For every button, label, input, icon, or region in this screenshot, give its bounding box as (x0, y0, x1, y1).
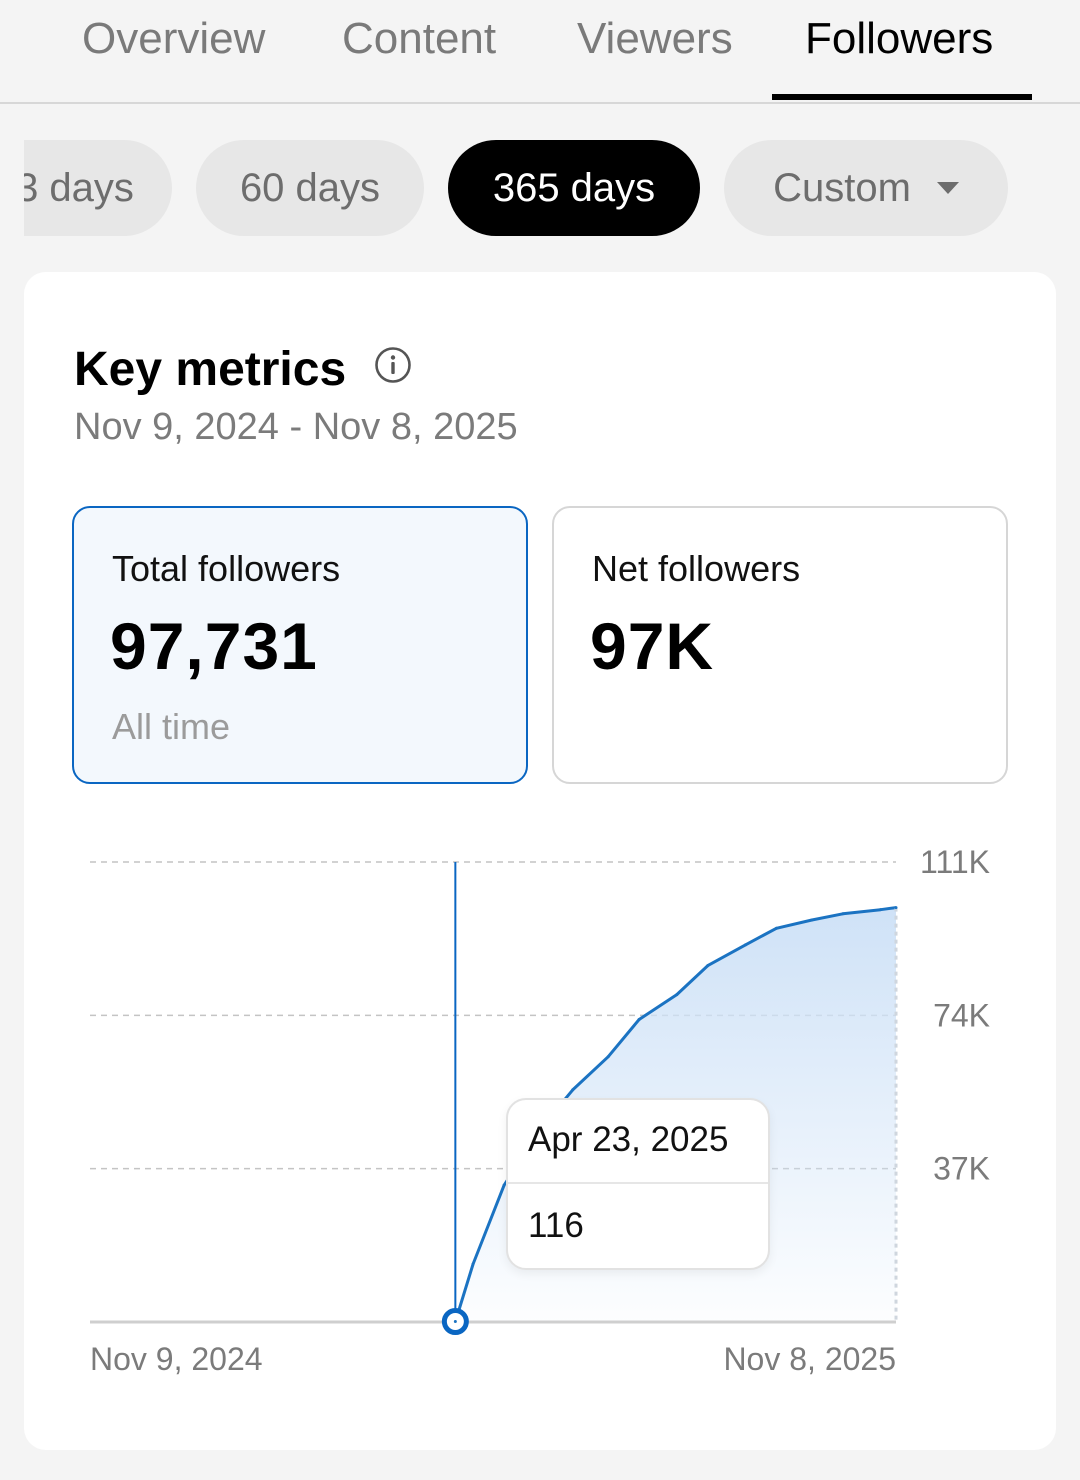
data-point (743, 943, 747, 947)
followers-chart[interactable]: 111K 74K 37K Nov 9, 2024 Nov 8, 2025 (24, 272, 1056, 1450)
data-point (841, 912, 845, 916)
data-point (453, 1320, 457, 1324)
total-followers-label: Total followers (112, 548, 341, 589)
period-3-days-label: 3 days (24, 165, 134, 210)
period-365-days-label: 365 days (492, 165, 656, 210)
caret-down-icon (936, 182, 959, 194)
data-point (571, 1088, 575, 1092)
total-followers-period: All time (112, 706, 231, 747)
tab-followers[interactable]: Followers (805, 14, 994, 63)
tab-viewers[interactable]: Viewers (577, 14, 733, 63)
key-metrics-title: Key metrics (74, 343, 347, 396)
x-tick-end: Nov 8, 2025 (723, 1341, 896, 1377)
y-axis-ticks: 111K 74K 37K (920, 844, 990, 1187)
period-365-days-pill[interactable]: 365 days (448, 140, 700, 236)
tab-content[interactable]: Content (342, 14, 497, 63)
tab-overview[interactable]: Overview (82, 14, 266, 63)
data-point (706, 964, 710, 968)
x-tick-start: Nov 9, 2024 (90, 1341, 263, 1377)
data-point (894, 906, 898, 910)
active-tab-indicator (772, 94, 1032, 100)
data-point (774, 926, 778, 930)
data-point (502, 1183, 506, 1187)
data-point (879, 908, 882, 912)
period-60-days-label: 60 days (239, 165, 381, 210)
y-tick-label: 37K (933, 1151, 990, 1187)
period-60-days-pill[interactable]: 60 days (196, 140, 424, 236)
tooltip-divider (508, 1182, 768, 1184)
analytics-tabs: Overview Content Viewers Followers (0, 0, 1080, 104)
total-followers-card[interactable]: Total followers 97,731 All time (72, 506, 528, 784)
y-tick-label: 74K (933, 997, 990, 1033)
info-icon[interactable] (374, 346, 412, 384)
chart-tooltip: Apr 23, 2025 116 (506, 1098, 770, 1270)
date-range: Nov 9, 2024 - Nov 8, 2025 (74, 406, 518, 448)
period-3-days-pill[interactable]: 3 days (24, 140, 172, 236)
period-custom-label: Custom (773, 165, 911, 210)
period-custom-dropdown[interactable]: Custom (724, 140, 1008, 236)
net-followers-label: Net followers (592, 548, 801, 589)
total-followers-value: 97,731 (110, 609, 318, 683)
net-followers-card[interactable]: Net followers 97K (552, 506, 1008, 784)
y-tick-label: 111K (920, 844, 990, 880)
data-point (675, 993, 679, 997)
tooltip-value: 116 (528, 1206, 584, 1245)
data-point (471, 1262, 475, 1266)
tooltip-date: Apr 23, 2025 (528, 1120, 729, 1159)
data-point (606, 1055, 610, 1059)
key-metrics-card: Key metrics Nov 9, 2024 - Nov 8, 2025 To… (24, 272, 1056, 1450)
data-point (637, 1017, 641, 1021)
net-followers-value: 97K (590, 609, 715, 683)
data-point (810, 918, 814, 922)
period-selector: 3 days 60 days 365 days Custom (24, 140, 1080, 236)
